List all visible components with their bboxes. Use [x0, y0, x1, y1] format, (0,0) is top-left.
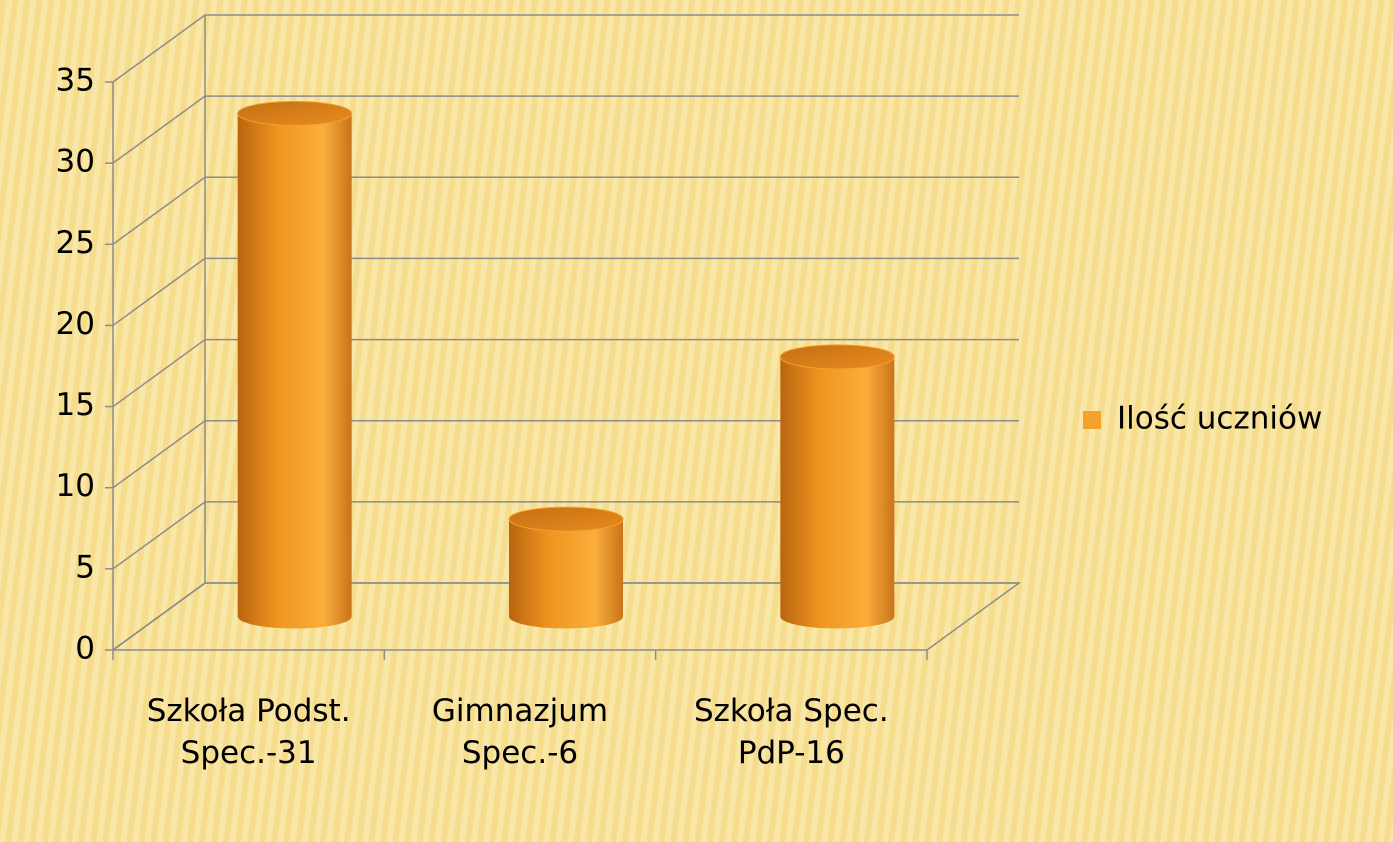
bar — [508, 506, 624, 629]
y-tick-label: 20 — [56, 306, 95, 342]
bar-body — [237, 113, 352, 629]
x-tick-label: Szkoła Podst. Spec.-31 — [146, 693, 351, 771]
y-tick-label: 30 — [56, 144, 95, 180]
bar-top — [508, 506, 624, 532]
y-tick-label: 10 — [56, 468, 95, 504]
grid-line — [112, 14, 1019, 83]
bars — [237, 100, 895, 629]
y-tick-label: 25 — [56, 225, 95, 261]
bar — [237, 100, 353, 629]
grid: 0 5 10 15 20 25 30 35 Ilość uczniów — [56, 14, 1322, 667]
x-tick-label: Gimnazjum Spec.-6 — [431, 693, 609, 771]
bar-top — [237, 100, 353, 126]
y-tick-label: 35 — [56, 63, 95, 99]
y-tick-label: 15 — [56, 387, 95, 423]
bar — [779, 344, 895, 629]
bar-body — [509, 519, 623, 629]
legend-label: Ilość uczniów — [1117, 401, 1322, 437]
y-tick-label: 0 — [75, 631, 95, 667]
y-axis — [112, 582, 206, 651]
x-tick-label: Szkoła Spec. PdP-16 — [693, 693, 889, 771]
bar-top — [779, 344, 895, 370]
y-tick-label: 5 — [75, 549, 95, 585]
bar-body — [780, 356, 895, 629]
legend-swatch — [1083, 411, 1101, 429]
